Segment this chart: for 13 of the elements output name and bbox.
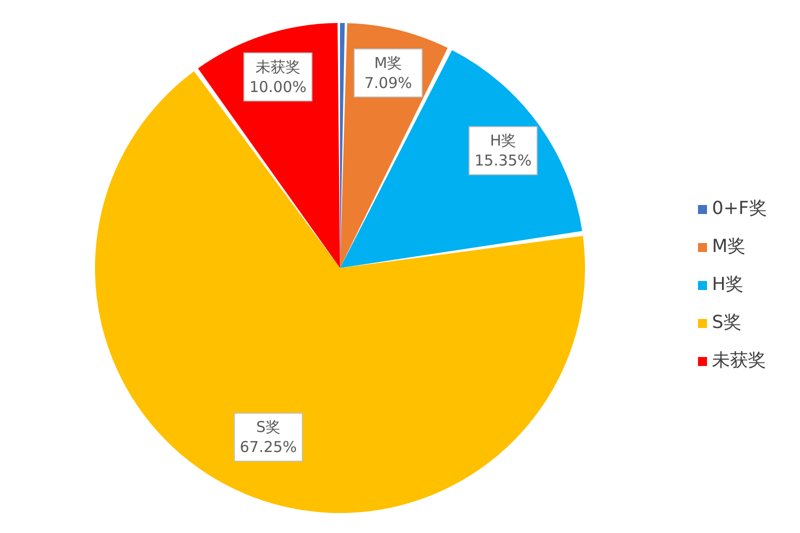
slice-label: H奖 — [490, 132, 516, 150]
slice-label: 未获奖 — [255, 58, 300, 76]
data-label: 10.00% — [249, 78, 307, 96]
data-label: 67.25% — [240, 438, 297, 456]
slice-label: M奖 — [374, 54, 402, 72]
legend-label: H奖 — [712, 274, 744, 295]
data-label: 7.09% — [364, 74, 412, 92]
slice-label: S奖 — [256, 418, 281, 436]
legend-label: M奖 — [712, 236, 746, 257]
legend-label: S奖 — [712, 312, 742, 333]
legend-label: 0+F奖 — [712, 198, 767, 219]
data-label: 15.35% — [474, 152, 532, 170]
legend-label: 未获奖 — [712, 350, 766, 371]
